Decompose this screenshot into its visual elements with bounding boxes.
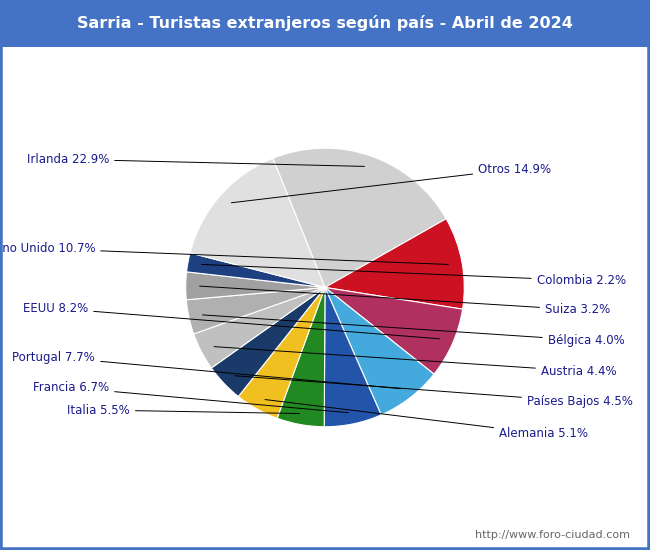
Wedge shape: [325, 219, 464, 309]
Wedge shape: [211, 288, 325, 397]
Text: Austria 4.4%: Austria 4.4%: [214, 346, 616, 377]
Wedge shape: [186, 272, 325, 300]
Text: Italia 5.5%: Italia 5.5%: [67, 404, 300, 416]
Text: Irlanda 22.9%: Irlanda 22.9%: [27, 153, 365, 167]
Text: Francia 6.7%: Francia 6.7%: [33, 381, 348, 412]
Wedge shape: [325, 288, 434, 415]
Text: Colombia 2.2%: Colombia 2.2%: [202, 265, 626, 287]
Text: Sarria - Turistas extranjeros según país - Abril de 2024: Sarria - Turistas extranjeros según país…: [77, 15, 573, 31]
Wedge shape: [187, 253, 325, 288]
Wedge shape: [277, 288, 325, 427]
Text: Alemania 5.1%: Alemania 5.1%: [265, 399, 588, 440]
Text: Bélgica 4.0%: Bélgica 4.0%: [203, 315, 625, 347]
Wedge shape: [194, 288, 325, 368]
Wedge shape: [239, 288, 325, 418]
Wedge shape: [325, 288, 463, 374]
Text: Suiza 3.2%: Suiza 3.2%: [200, 286, 610, 316]
Text: Portugal 7.7%: Portugal 7.7%: [12, 350, 400, 389]
Wedge shape: [324, 288, 381, 427]
Text: EEUU 8.2%: EEUU 8.2%: [23, 302, 439, 339]
Wedge shape: [273, 148, 446, 288]
Text: Países Bajos 4.5%: Países Bajos 4.5%: [235, 376, 633, 408]
Wedge shape: [190, 158, 325, 288]
Wedge shape: [187, 288, 325, 334]
Text: Otros 14.9%: Otros 14.9%: [231, 163, 551, 203]
Text: Reino Unido 10.7%: Reino Unido 10.7%: [0, 242, 448, 265]
Text: http://www.foro-ciudad.com: http://www.foro-ciudad.com: [476, 530, 630, 540]
